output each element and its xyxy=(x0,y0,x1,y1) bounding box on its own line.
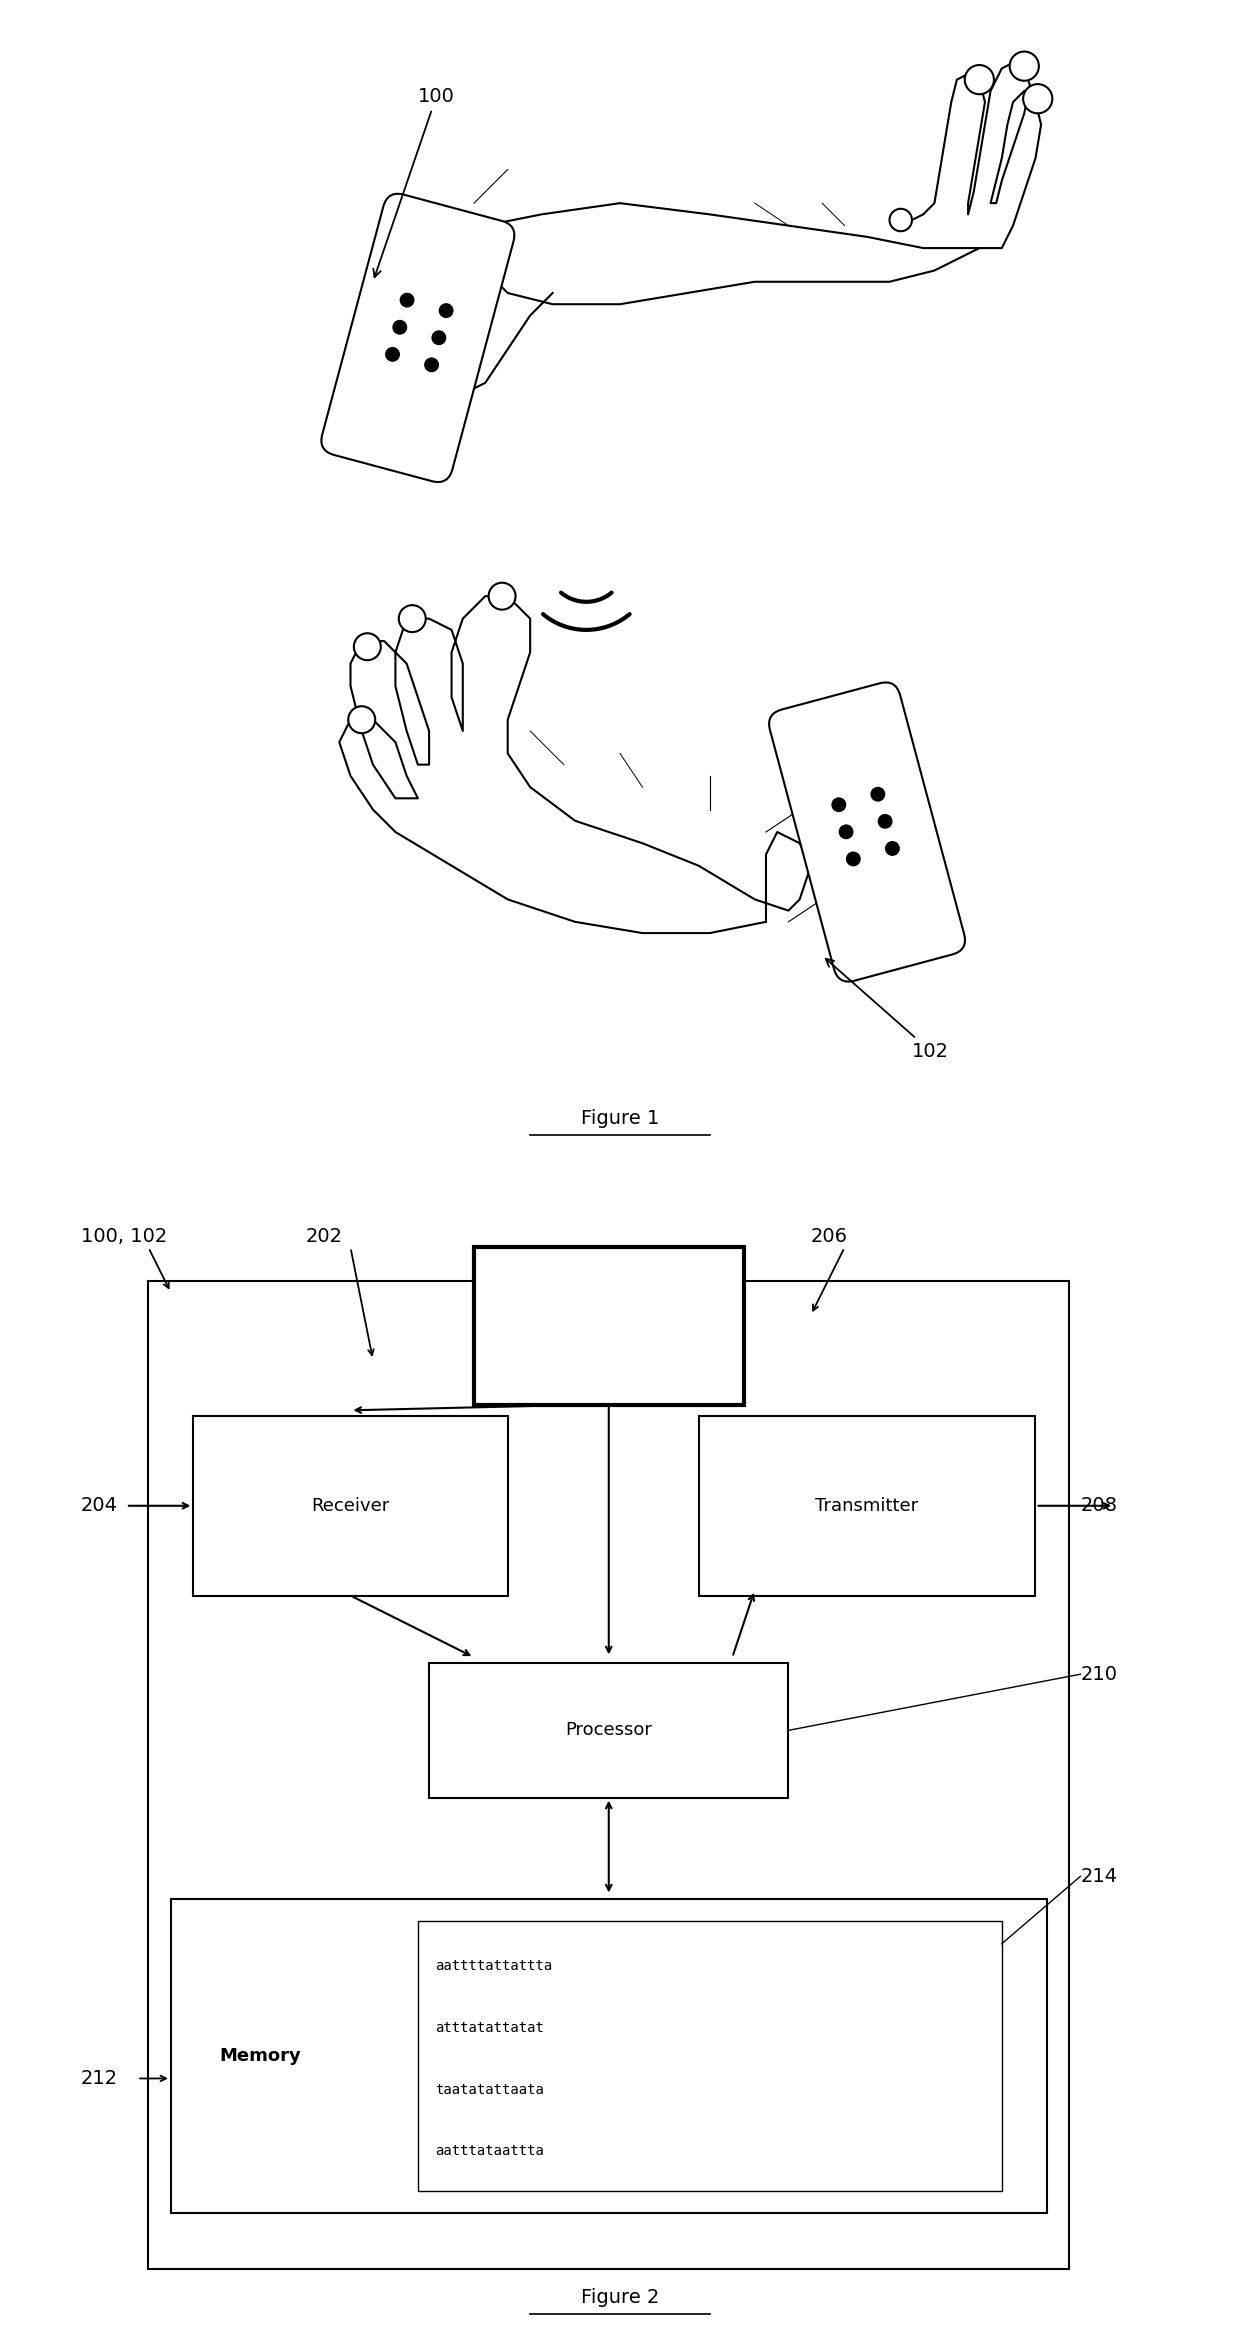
Circle shape xyxy=(386,348,399,362)
Text: Receiver: Receiver xyxy=(311,1496,389,1515)
Text: 102: 102 xyxy=(826,958,949,1062)
FancyBboxPatch shape xyxy=(321,193,515,482)
Text: 210: 210 xyxy=(1080,1665,1117,1684)
Text: 204: 204 xyxy=(81,1496,118,1515)
Text: aattttattattta: aattttattattta xyxy=(435,1959,552,1973)
Text: Memory: Memory xyxy=(219,2046,301,2065)
Text: 100, 102: 100, 102 xyxy=(81,1226,167,1245)
Circle shape xyxy=(965,66,994,94)
Circle shape xyxy=(885,841,899,855)
Circle shape xyxy=(439,303,453,317)
Circle shape xyxy=(399,606,425,632)
Text: taatatattaata: taatatattaata xyxy=(435,2084,543,2098)
FancyBboxPatch shape xyxy=(769,684,965,982)
Text: Figure 1: Figure 1 xyxy=(580,1109,660,1128)
Text: Processor: Processor xyxy=(565,1722,652,1738)
Text: 212: 212 xyxy=(81,2069,118,2088)
Text: 100: 100 xyxy=(373,87,455,277)
Bar xyxy=(474,1247,744,1405)
Circle shape xyxy=(889,209,911,230)
Circle shape xyxy=(1009,52,1039,80)
Circle shape xyxy=(348,707,376,733)
Circle shape xyxy=(1023,85,1053,113)
Text: atttatattatat: atttatattatat xyxy=(435,2020,543,2034)
Circle shape xyxy=(878,815,892,829)
Circle shape xyxy=(393,319,407,334)
Bar xyxy=(698,1416,1035,1595)
Circle shape xyxy=(872,787,884,801)
Text: 206: 206 xyxy=(811,1226,848,1245)
Text: Transmitter: Transmitter xyxy=(816,1496,919,1515)
Circle shape xyxy=(832,799,846,810)
Text: 214: 214 xyxy=(1080,1867,1117,1886)
Bar xyxy=(171,1898,1047,2213)
Bar xyxy=(418,1921,1002,2192)
Text: 208: 208 xyxy=(1080,1496,1117,1515)
Circle shape xyxy=(353,634,381,660)
Text: aatttataattta: aatttataattta xyxy=(435,2145,543,2159)
Bar xyxy=(193,1416,507,1595)
Circle shape xyxy=(839,824,853,839)
Circle shape xyxy=(847,853,861,867)
Circle shape xyxy=(425,357,438,371)
Text: 202: 202 xyxy=(305,1226,342,1245)
Circle shape xyxy=(401,294,414,308)
Circle shape xyxy=(432,331,445,345)
Text: Figure 2: Figure 2 xyxy=(580,2288,660,2307)
Bar xyxy=(149,1280,1069,2269)
Circle shape xyxy=(489,583,516,611)
Bar xyxy=(429,1663,789,1797)
